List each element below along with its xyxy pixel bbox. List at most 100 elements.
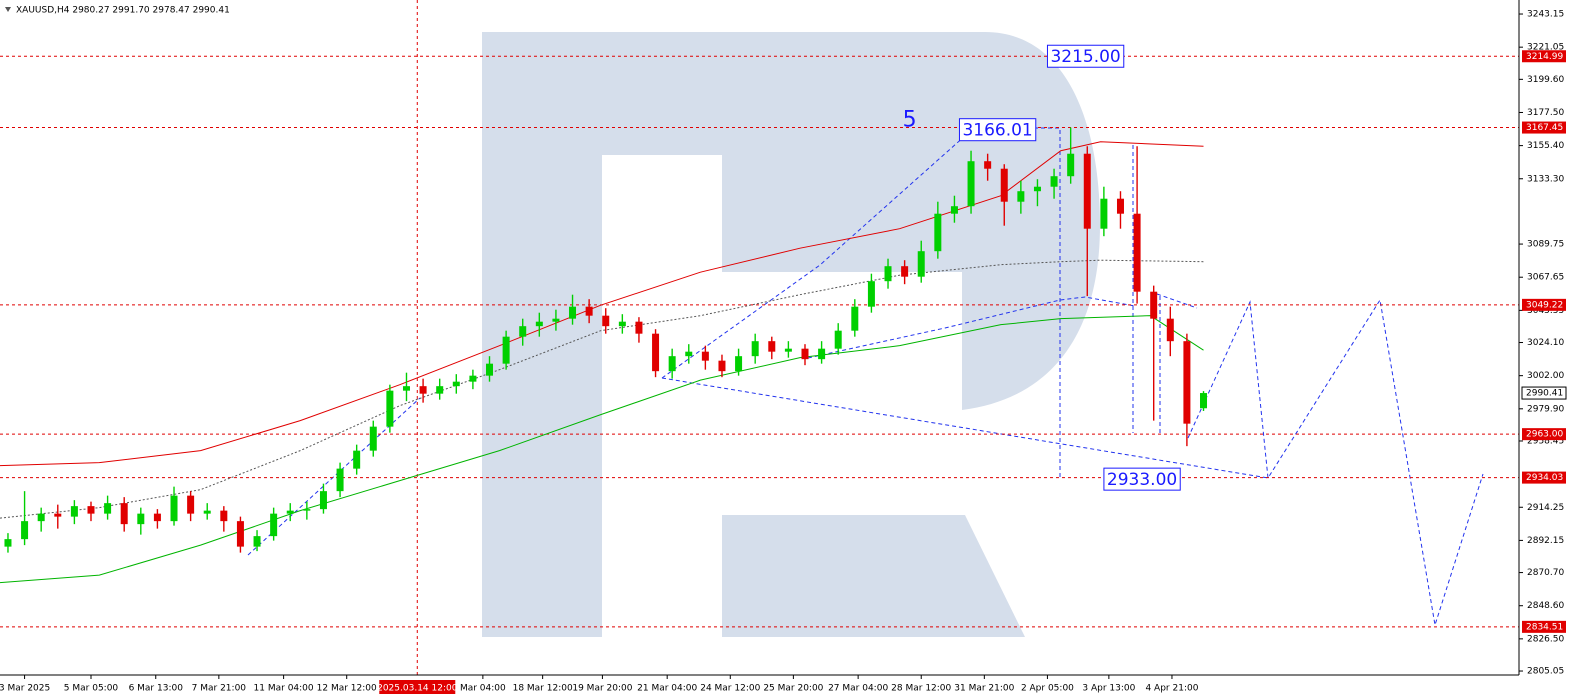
- y-tick-label: 3024.10: [1527, 338, 1564, 348]
- candle-body: [917, 251, 925, 277]
- x-tick-label: 2 Apr 05:00: [1021, 684, 1074, 694]
- candle-body: [1183, 341, 1191, 424]
- level-label: 2963.00: [1526, 430, 1563, 440]
- candle-body: [1033, 186, 1041, 192]
- annotation-box: [958, 118, 1037, 142]
- price-label-bg: [1521, 386, 1567, 400]
- candle-body: [469, 375, 477, 382]
- level-label: 3167.45: [1526, 123, 1563, 133]
- candle-body: [1150, 291, 1158, 319]
- candle-body: [569, 306, 577, 319]
- x-tick-label: 5 Mar 05:00: [64, 684, 119, 694]
- y-tick-label: 3199.60: [1527, 75, 1564, 85]
- level-label-bg: [1522, 298, 1566, 311]
- candle-body: [751, 341, 759, 357]
- candle-body: [818, 348, 826, 360]
- candle-body: [950, 206, 958, 214]
- candle-body: [369, 426, 377, 451]
- level-label-bg: [1522, 428, 1566, 441]
- y-tick-label: 2914.25: [1527, 503, 1564, 513]
- y-tick-label: 3133.30: [1527, 174, 1564, 184]
- candle-body: [386, 390, 394, 427]
- y-tick-label: 3221.05: [1527, 43, 1564, 53]
- x-tick-label: 12 Mar 12:00: [317, 684, 377, 694]
- candle-body: [884, 266, 892, 282]
- y-tick-label: 3243.15: [1527, 10, 1564, 20]
- candle-body: [552, 318, 560, 322]
- candle-body: [801, 348, 809, 360]
- header: XAUUSD,H4 2980.27 2991.70 2978.47 2990.4…: [16, 6, 230, 16]
- candle-body: [353, 450, 361, 469]
- candle-body: [303, 509, 311, 511]
- candle-body: [901, 266, 909, 277]
- candle-body: [635, 321, 643, 334]
- crosshair-label-bg: [379, 680, 456, 694]
- wave-label: 5: [903, 108, 917, 133]
- y-tick-label: 3045.55: [1527, 306, 1564, 316]
- x-tick-label: 11 Mar 04:00: [254, 684, 314, 694]
- x-tick-label: 24 Mar 12:00: [700, 684, 760, 694]
- candle-body: [452, 381, 460, 387]
- candle-body: [319, 491, 327, 510]
- x-tick-label: 19 Mar 20:00: [572, 684, 632, 694]
- candle-body: [137, 513, 145, 525]
- y-tick-label: 3155.40: [1527, 141, 1564, 151]
- candle-body: [236, 521, 244, 547]
- y-tick-label: 3067.65: [1527, 273, 1564, 283]
- candle-body: [1050, 176, 1058, 187]
- candle-body: [402, 386, 410, 391]
- y-tick-label: 2958.45: [1527, 436, 1564, 446]
- candle-body: [419, 386, 427, 394]
- annotation-label: 3215.00: [1050, 47, 1120, 67]
- candle-body: [934, 213, 942, 252]
- level-label: 2934.03: [1526, 473, 1563, 483]
- candle-body: [768, 341, 776, 352]
- candle-body: [1133, 213, 1141, 292]
- moving-average: [0, 141, 1204, 467]
- candle-body: [1166, 318, 1174, 342]
- candle-body: [1083, 153, 1091, 229]
- candle-body: [585, 306, 593, 316]
- level-label: 3214.99: [1526, 52, 1563, 62]
- level-label: 2834.51: [1526, 622, 1563, 632]
- crosshair-label: 2025.03.14 12:00: [377, 684, 458, 694]
- candle-body: [436, 386, 444, 394]
- candle-body: [834, 330, 842, 349]
- candle-body: [735, 356, 743, 372]
- x-tick-label: 27 Mar 04:00: [828, 684, 888, 694]
- x-tick-label: Mar 04:00: [460, 684, 506, 694]
- candle-body: [652, 333, 660, 372]
- x-tick-label: 25 Mar 20:00: [763, 684, 823, 694]
- candle-body: [984, 161, 992, 169]
- moving-average: [0, 315, 1204, 584]
- candle-body: [486, 363, 494, 376]
- candle-body: [1000, 168, 1008, 202]
- candle-body: [336, 468, 344, 492]
- candle-body: [851, 306, 859, 331]
- candle-body: [668, 356, 676, 372]
- y-tick-label: 2805.05: [1527, 667, 1564, 677]
- candle-body: [718, 360, 726, 372]
- candle-body: [867, 281, 875, 307]
- candle-body: [1200, 393, 1208, 409]
- y-tick-label: 3089.75: [1527, 240, 1564, 250]
- candle-body: [286, 510, 294, 514]
- candle-body: [203, 510, 211, 514]
- candle-body: [270, 513, 278, 537]
- x-tick-label: 28 Mar 12:00: [891, 684, 951, 694]
- moving-average: [0, 259, 1204, 519]
- candle-body: [153, 513, 161, 522]
- x-tick-label: 7 Mar 21:00: [192, 684, 247, 694]
- annotation-box: [1046, 44, 1125, 68]
- candle-body: [1067, 153, 1075, 177]
- candle-body: [685, 351, 693, 357]
- level-label: 3049.22: [1526, 300, 1563, 310]
- y-tick-label: 2892.15: [1527, 536, 1564, 546]
- candle-body: [1116, 198, 1124, 214]
- candle-body: [87, 506, 95, 514]
- candle-body: [602, 315, 610, 327]
- candle-body: [21, 521, 29, 540]
- plot: [0, 0, 1519, 675]
- candle-body: [1100, 198, 1108, 229]
